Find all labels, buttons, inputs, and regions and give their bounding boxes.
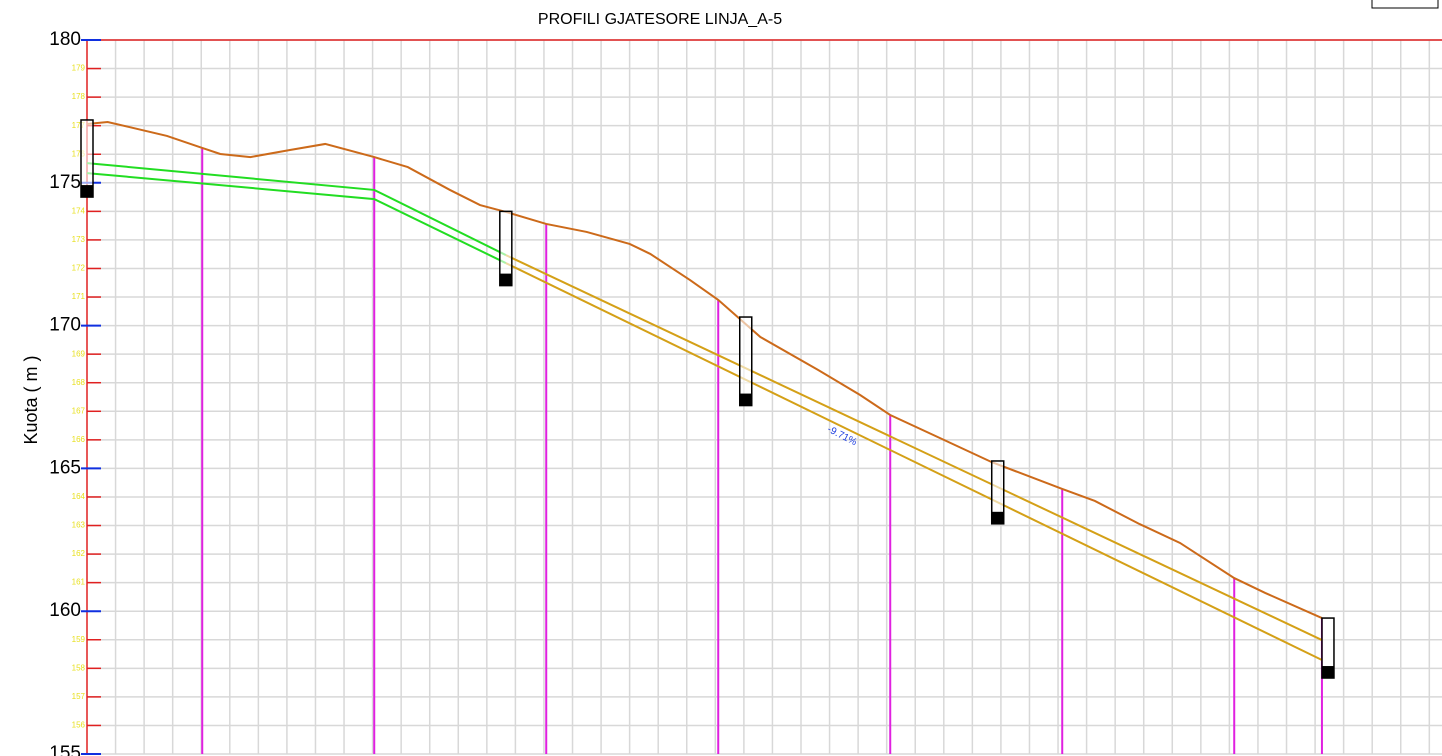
- manhole-base: [739, 393, 752, 406]
- y-minor-tick-label: 158: [72, 663, 86, 672]
- y-tick-label: 180: [49, 29, 81, 50]
- y-minor-tick-label: 164: [72, 492, 86, 501]
- y-minor-tick-label: 162: [72, 549, 86, 558]
- y-minor-tick-label: 176: [72, 149, 86, 158]
- y-minor-tick-label: 167: [72, 406, 86, 415]
- profile-line: [505, 254, 1323, 641]
- y-minor-tick-label: 177: [72, 121, 86, 130]
- y-minor-tick-label: 172: [72, 264, 86, 273]
- manhole-base: [81, 185, 93, 198]
- y-minor-tick-label: 157: [72, 692, 86, 701]
- manhole-base: [499, 273, 512, 286]
- y-minor-tick-label: 163: [72, 521, 86, 530]
- y-tick-label: 170: [49, 315, 81, 336]
- profile-line: [505, 262, 1323, 661]
- y-minor-tick-label: 178: [72, 92, 86, 101]
- y-tick-label: 165: [49, 457, 81, 478]
- y-minor-tick-label: 174: [72, 206, 86, 215]
- y-minor-tick-label: 156: [72, 721, 86, 730]
- profile-line: [86, 162, 507, 256]
- y-minor-tick-label: 161: [72, 578, 86, 587]
- manhole-base: [991, 511, 1004, 524]
- y-tick-label: 160: [49, 600, 81, 621]
- y-tick-label: 175: [49, 172, 81, 193]
- profile-line: [86, 172, 507, 264]
- manhole: [739, 316, 753, 407]
- y-minor-tick-label: 168: [72, 378, 86, 387]
- y-minor-tick-label: 169: [72, 349, 86, 358]
- chart-title: PROFILI GJATESORE LINJA_A-5: [538, 11, 782, 28]
- y-minor-tick-label: 171: [72, 292, 86, 301]
- y-minor-tick-label: 159: [72, 635, 86, 644]
- profile-line: [86, 120, 1323, 619]
- y-tick-label: 155: [49, 743, 81, 756]
- y-minor-tick-label: 173: [72, 235, 86, 244]
- y-minor-tick-label: 166: [72, 435, 86, 444]
- y-axis-label: Kuota ( m ): [21, 355, 41, 444]
- corner-box: [1371, 0, 1439, 9]
- y-minor-tick-label: 179: [72, 64, 86, 73]
- manhole-base: [1321, 666, 1334, 679]
